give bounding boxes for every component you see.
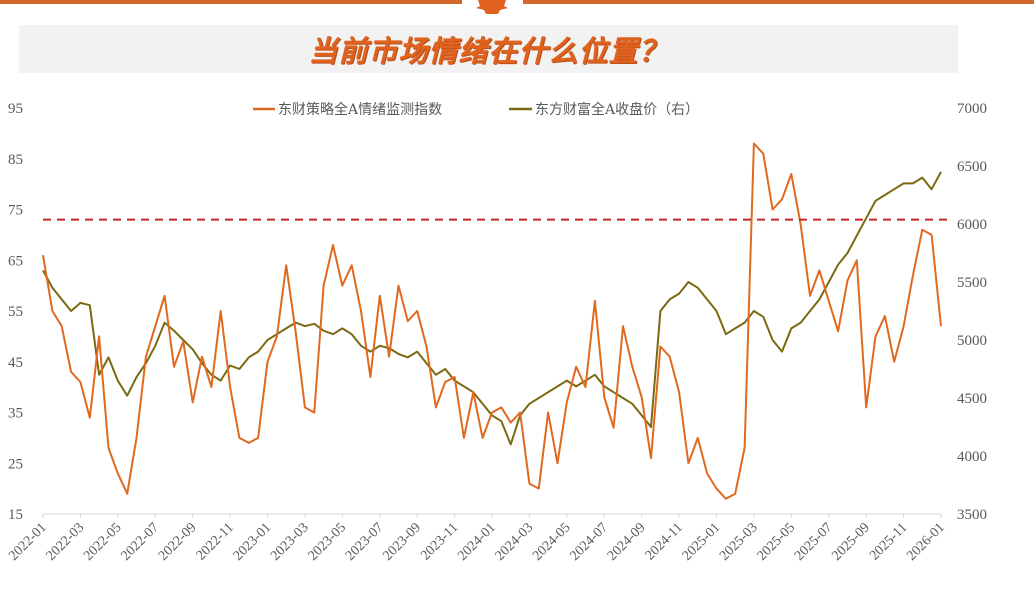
title-banner: 当前市场情绪在什么位置？: [19, 25, 958, 73]
x-tick-label: 2022-01: [6, 520, 50, 564]
legend-label-price: 东方财富全A收盘价（右）: [535, 101, 699, 118]
x-tick-label: 2025-03: [717, 520, 761, 564]
right-tick-label: 5000: [957, 333, 987, 349]
right-tick-label: 6000: [957, 217, 987, 233]
x-tick-label: 2022-03: [44, 520, 88, 564]
x-tick-label: 2024-11: [643, 520, 686, 563]
x-tick-label: 2023-03: [268, 520, 312, 564]
left-tick-label: 25: [8, 456, 23, 472]
legend: 东财策略全A情绪监测指数 东方财富全A收盘价（右）: [253, 101, 699, 118]
left-tick-label: 55: [8, 304, 23, 320]
left-tick-label: 85: [8, 152, 23, 168]
right-tick-label: 6500: [957, 159, 987, 175]
x-tick-label: 2022-09: [156, 520, 200, 564]
x-tick-label: 2024-07: [567, 520, 611, 564]
x-tick-label: 2024-01: [455, 520, 499, 564]
right-tick-label: 5500: [957, 275, 987, 291]
x-tick-label: 2026-01: [904, 520, 948, 564]
x-tick-label: 2024-03: [493, 520, 537, 564]
left-tick-label: 75: [8, 203, 23, 219]
x-tick-label: 2023-11: [418, 520, 461, 563]
x-axis: 2022-012022-032022-052022-072022-092022-…: [6, 514, 948, 564]
right-tick-label: 3500: [957, 507, 987, 523]
left-axis: 15 25 35 45 55 65 75 85 95: [8, 101, 23, 523]
legend-label-sentiment: 东财策略全A情绪监测指数: [278, 101, 442, 118]
x-tick-label: 2024-05: [530, 520, 574, 564]
x-tick-label: 2024-09: [605, 520, 649, 564]
x-tick-label: 2025-05: [755, 520, 799, 564]
right-tick-label: 4500: [957, 391, 987, 407]
x-tick-label: 2023-07: [343, 520, 387, 564]
right-axis: 3500 4000 4500 5000 5500 6000 6500 7000: [957, 101, 987, 523]
sentiment-series-line: [42, 142, 942, 500]
right-tick-label: 7000: [957, 101, 987, 117]
x-tick-label: 2022-05: [81, 520, 125, 564]
left-tick-label: 45: [8, 355, 23, 371]
left-tick-label: 15: [8, 507, 23, 523]
price-series-line: [42, 171, 942, 446]
x-tick-label: 2023-05: [306, 520, 350, 564]
top-accent-bar-right: [523, 0, 1034, 4]
left-tick-label: 95: [8, 101, 23, 117]
x-tick-label: 2025-07: [792, 520, 836, 564]
x-tick-label: 2023-09: [380, 520, 424, 564]
page-title: 当前市场情绪在什么位置？: [308, 34, 669, 68]
x-tick-label: 2025-01: [680, 520, 724, 564]
x-tick-label: 2025-11: [867, 520, 910, 563]
x-tick-label: 2023-01: [231, 520, 275, 564]
left-tick-label: 65: [8, 253, 23, 269]
top-accent-bar-left: [0, 0, 462, 4]
x-tick-label: 2022-07: [118, 520, 162, 564]
x-tick-label: 2025-09: [829, 520, 873, 564]
left-tick-label: 35: [8, 406, 23, 422]
right-tick-label: 4000: [957, 449, 987, 465]
x-tick-label: 2022-11: [194, 520, 237, 563]
ornament-icon: [476, 0, 508, 14]
